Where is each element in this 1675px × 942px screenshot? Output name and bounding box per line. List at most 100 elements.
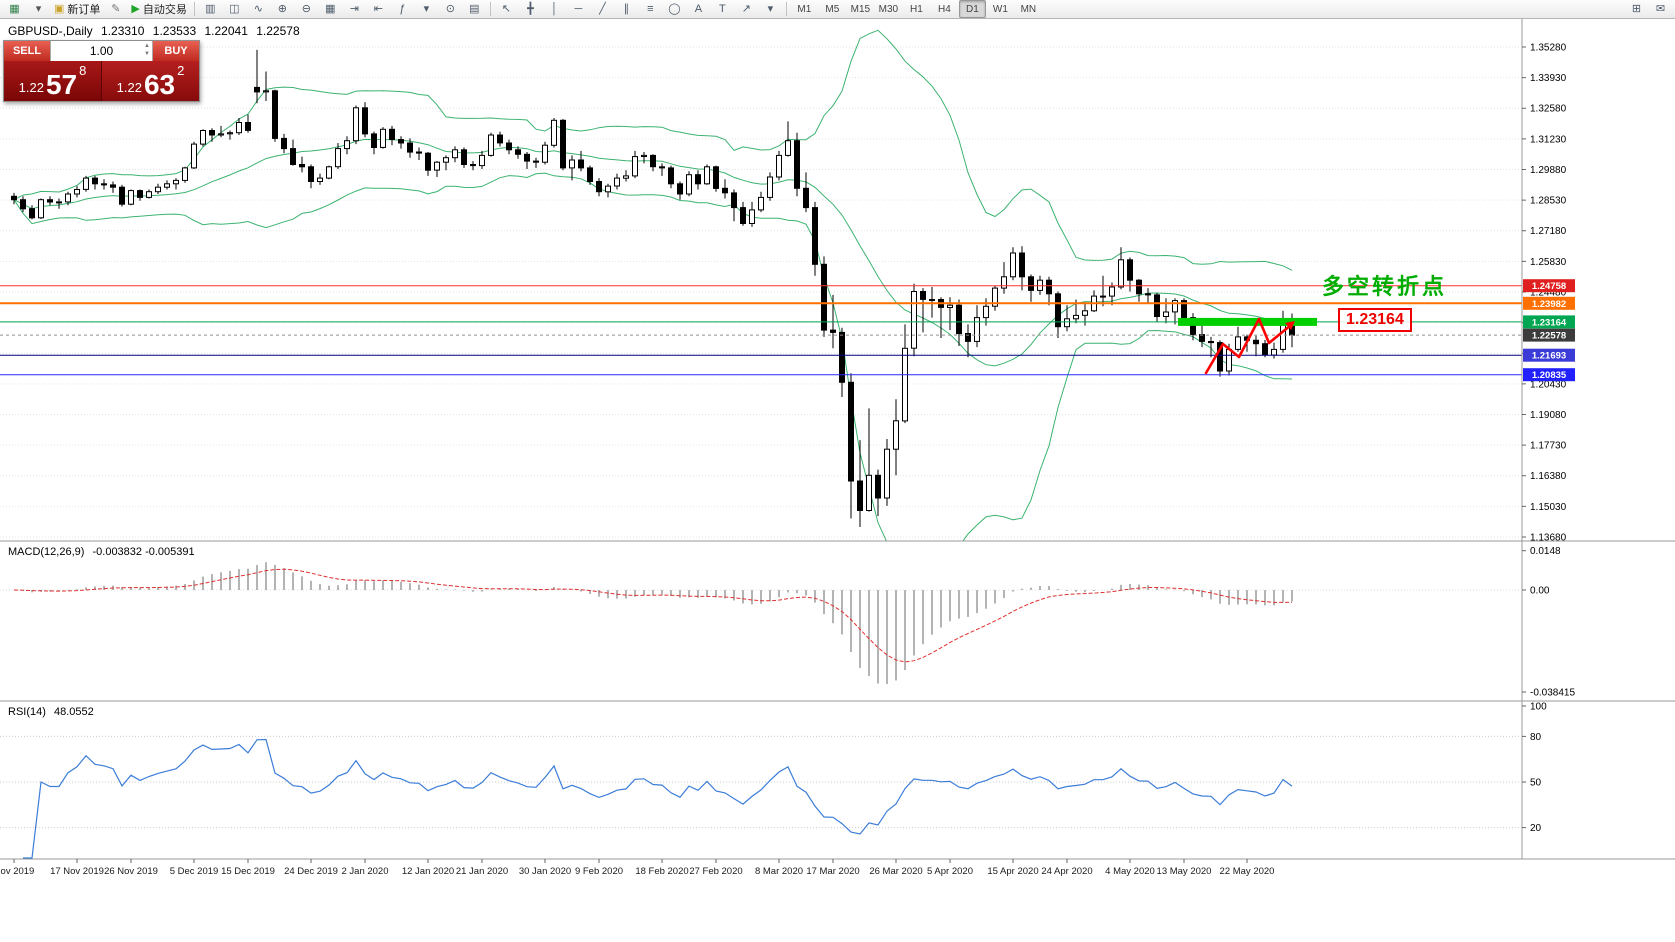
- svg-text:1.19080: 1.19080: [1530, 410, 1567, 421]
- toolbar-separator: [489, 2, 491, 16]
- ohlc-high: 1.23533: [152, 24, 197, 38]
- horizontal-line[interactable]: ─: [567, 0, 590, 18]
- timeframe-h4[interactable]: H4: [937, 3, 951, 15]
- trend-arrow[interactable]: [1204, 317, 1295, 375]
- svg-text:1.13680: 1.13680: [1530, 532, 1567, 543]
- arrows-dropdown[interactable]: ▾: [759, 0, 782, 18]
- volume-input[interactable]: 1.00 ▲ ▼: [50, 41, 153, 61]
- time-periods[interactable]: ⊙: [439, 0, 462, 18]
- svg-text:26 Mar 2020: 26 Mar 2020: [869, 866, 922, 877]
- vertical-line[interactable]: │: [543, 0, 566, 18]
- svg-text:21 Jan 2020: 21 Jan 2020: [456, 866, 508, 877]
- buy-price[interactable]: 1.22 63 2: [102, 61, 199, 101]
- zoom-out[interactable]: ⊖: [295, 0, 318, 18]
- svg-text:17 Nov 2019: 17 Nov 2019: [50, 866, 104, 877]
- auto-scroll[interactable]: ⇥: [343, 0, 366, 18]
- macd-name: MACD(12,26,9): [8, 546, 85, 558]
- line-chart[interactable]: ∿: [247, 0, 270, 18]
- rsi-indicator-label: RSI(14) 48.0552: [8, 706, 99, 718]
- bar-chart-icon: ▥: [205, 3, 216, 15]
- ohlc-open: 1.23310: [101, 24, 145, 38]
- timeframe-mn[interactable]: MN: [1020, 3, 1037, 15]
- horizontal-lines[interactable]: [0, 285, 1522, 376]
- svg-text:80: 80: [1530, 732, 1542, 743]
- new-chart-icon: ▦: [9, 3, 20, 15]
- cursor[interactable]: ↖: [495, 0, 518, 18]
- svg-text:-0.038415: -0.038415: [1530, 687, 1575, 698]
- indicators-dropdown[interactable]: ▾: [415, 0, 438, 18]
- tile-windows[interactable]: ▦: [319, 0, 342, 18]
- new-order[interactable]: ▣ 新订单: [51, 0, 103, 18]
- data-window[interactable]: ⊞: [1625, 0, 1648, 18]
- bollinger-lower-band: [13, 172, 1293, 541]
- data-window-icon: ⊞: [1631, 3, 1642, 15]
- crosshair[interactable]: ╋: [519, 0, 542, 18]
- new-chart[interactable]: ▦: [3, 0, 26, 18]
- spinner-up-icon[interactable]: ▲: [144, 43, 150, 49]
- sell-button[interactable]: SELL: [4, 41, 50, 61]
- buy-price-small: 1.22: [116, 80, 142, 95]
- arrows[interactable]: ↗: [735, 0, 758, 18]
- new-order-icon: ▣: [54, 3, 65, 15]
- svg-text:30 Jan 2020: 30 Jan 2020: [519, 866, 571, 877]
- horizontal-line-icon: ─: [574, 3, 583, 15]
- candles: [11, 49, 1295, 527]
- timeframe-d1[interactable]: D1: [958, 0, 986, 18]
- equidistant-channel[interactable]: ∥: [615, 0, 638, 18]
- timeframe-m5[interactable]: M5: [825, 3, 840, 15]
- svg-text:5 Apr 2020: 5 Apr 2020: [927, 866, 973, 877]
- candlestick-chart[interactable]: ◫: [223, 0, 246, 18]
- timeframe-m15[interactable]: M15: [850, 3, 871, 15]
- svg-text:27 Feb 2020: 27 Feb 2020: [689, 866, 742, 877]
- text[interactable]: A: [687, 0, 710, 18]
- candlestick-chart-icon: ◫: [229, 3, 240, 15]
- tile-windows-icon: ▦: [325, 3, 336, 15]
- timeframe-h1[interactable]: H1: [909, 3, 923, 15]
- svg-text:0.00: 0.00: [1530, 586, 1550, 597]
- sell-price[interactable]: 1.22 57 8: [4, 61, 102, 101]
- chart-dropdown[interactable]: ▾: [27, 0, 50, 18]
- svg-text:22 May 2020: 22 May 2020: [1220, 866, 1275, 877]
- svg-text:15 Dec 2019: 15 Dec 2019: [221, 866, 275, 877]
- svg-text:50: 50: [1530, 778, 1542, 789]
- rsi-panel: 100 80 50 20: [0, 702, 1547, 859]
- zoom-in[interactable]: ⊕: [271, 0, 294, 18]
- svg-text:26 Nov 2019: 26 Nov 2019: [104, 866, 158, 877]
- community[interactable]: ✉: [1649, 0, 1672, 18]
- ohlc-close: 1.22578: [256, 24, 300, 38]
- fibonacci-retracement[interactable]: ≡: [639, 0, 662, 18]
- svg-text:13 May 2020: 13 May 2020: [1157, 866, 1212, 877]
- text-label[interactable]: T: [711, 0, 734, 18]
- svg-text:1.33930: 1.33930: [1530, 73, 1567, 84]
- volume-spinner[interactable]: ▲ ▼: [144, 42, 150, 58]
- svg-text:17 Mar 2020: 17 Mar 2020: [806, 866, 859, 877]
- turning-point-annotation[interactable]: 多空转折点: [1322, 274, 1448, 299]
- trendline[interactable]: ╱: [591, 0, 614, 18]
- svg-text:1.31230: 1.31230: [1530, 134, 1567, 145]
- metaeditor[interactable]: ✎: [104, 0, 127, 18]
- one-click-trading-panel: SELL 1.00 ▲ ▼ BUY 1.22 57 8 1.22 63 2: [3, 40, 200, 102]
- ellipse[interactable]: ◯: [663, 0, 686, 18]
- bar-chart[interactable]: ▥: [199, 0, 222, 18]
- toolbar: ▦ ▾ ▣ 新订单 ✎ ▶ 自动交易 ▥ ◫ ∿ ⊕ ⊖ ▦ ⇥ ⇤ ƒ ▾ ⊙ ▤ ↖ ╋ │ ─ ╱ ∥ ≡ ◯ A T ↗ ▾ M1 M5…: [0, 0, 1675, 19]
- svg-text:100: 100: [1530, 702, 1547, 713]
- line-chart-icon: ∿: [253, 3, 263, 15]
- timeframe-w1[interactable]: W1: [992, 3, 1008, 15]
- svg-text:1.25830: 1.25830: [1530, 257, 1567, 268]
- svg-text:1.28530: 1.28530: [1530, 196, 1567, 207]
- templates[interactable]: ▤: [463, 0, 486, 18]
- indicators[interactable]: ƒ: [391, 0, 414, 18]
- zoom-out-icon: ⊖: [301, 3, 311, 15]
- buy-button[interactable]: BUY: [153, 41, 199, 61]
- autotrading[interactable]: ▶ 自动交易: [128, 0, 189, 18]
- timeframe-m30[interactable]: M30: [878, 3, 899, 15]
- support-zone[interactable]: [1178, 317, 1317, 326]
- svg-text:1.24480: 1.24480: [1530, 287, 1567, 298]
- svg-text:24 Dec 2019: 24 Dec 2019: [284, 866, 338, 877]
- buy-price-sup: 2: [177, 63, 185, 78]
- timeframe-m1[interactable]: M1: [797, 3, 812, 15]
- spinner-down-icon[interactable]: ▼: [144, 51, 150, 57]
- price-annotation-label[interactable]: 1.23164: [1338, 308, 1412, 332]
- chart-shift[interactable]: ⇤: [367, 0, 390, 18]
- arrows-dropdown-icon: ▾: [767, 3, 774, 15]
